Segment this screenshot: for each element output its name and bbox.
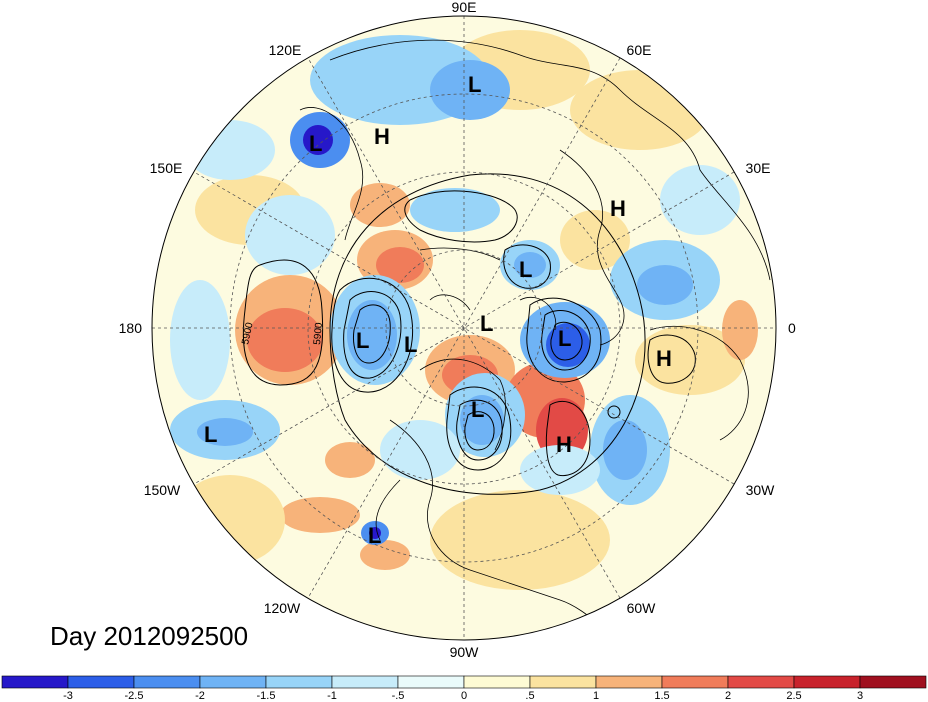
high-center: H: [656, 346, 672, 371]
colorbar-swatch: [463, 675, 531, 689]
colorbar-tick-label: .5: [525, 690, 534, 702]
colorbar-tick-label: -1.5: [257, 690, 276, 702]
low-center: L: [356, 328, 369, 353]
high-center: H: [374, 124, 390, 149]
colorbar-swatch: [529, 675, 597, 689]
colorbar-swatch: [397, 675, 465, 689]
longitude-label: 90E: [452, 0, 477, 15]
low-center: L: [309, 131, 322, 156]
low-center: L: [468, 72, 481, 97]
longitude-label: 180: [119, 320, 143, 336]
colorbar: -3 -2.5 -2 -1.5 -1 -.5 0 .5 1 1.5 2 2.5 3: [1, 675, 927, 702]
colorbar-swatch: [661, 675, 729, 689]
colorbar-tick-label: 1.5: [654, 690, 669, 702]
high-center: H: [610, 196, 626, 221]
longitude-label: 30E: [746, 160, 771, 176]
colorbar-tick-label: -.5: [392, 690, 405, 702]
longitude-label: 90W: [450, 644, 480, 660]
graticule: [152, 16, 776, 640]
cold-anomalies: [170, 35, 740, 545]
colorbar-tick-label: 1: [593, 690, 599, 702]
low-center: L: [558, 326, 571, 351]
colorbar-tick-label: 2: [725, 690, 731, 702]
colorbar-swatch: [199, 675, 267, 689]
colorbar-tick-label: 0: [461, 690, 467, 702]
colorbar-tick-label: -2.5: [125, 690, 144, 702]
longitude-label: 30W: [746, 482, 776, 498]
polar-map: [152, 16, 776, 640]
colorbar-swatch: [727, 675, 795, 689]
contour-label: 5900: [240, 321, 255, 345]
colorbar-tick-label: -3: [63, 690, 73, 702]
map-title: Day 2012092500: [50, 621, 248, 651]
longitude-labels: 90E 60E 30E 0 30W 60W 90W 120W 150W 180 …: [119, 0, 796, 660]
longitude-label: 60W: [627, 600, 657, 616]
colorbar-tick-label: 2.5: [786, 690, 801, 702]
high-center: H: [556, 432, 572, 457]
colorbar-swatch: [67, 675, 135, 689]
height-contours: [242, 173, 696, 495]
colorbar-tick-label: -1: [327, 690, 337, 702]
low-center: L: [368, 523, 381, 548]
contour-labels: 5900 5900: [240, 321, 325, 345]
low-center: L: [204, 422, 217, 447]
longitude-label: 120E: [269, 42, 302, 58]
low-center: L: [404, 332, 417, 357]
longitude-label: 60E: [627, 42, 652, 58]
colorbar-swatch: [793, 675, 861, 689]
low-center: L: [471, 397, 484, 422]
contour-label: 5900: [312, 322, 325, 346]
colorbar-swatch: [331, 675, 399, 689]
longitude-label: 150W: [144, 482, 181, 498]
pressure-centers: L L H H L L L L L H L H L L: [204, 72, 672, 548]
low-center: L: [519, 257, 532, 282]
longitude-label: 150E: [150, 160, 183, 176]
low-center: L: [480, 311, 493, 336]
colorbar-swatch: [133, 675, 201, 689]
colorbar-swatch: [859, 675, 927, 689]
colorbar-swatch: [595, 675, 663, 689]
longitude-label: 0: [788, 320, 796, 336]
colorbar-tick-label: 3: [857, 690, 863, 702]
colorbar-tick-label: -2: [195, 690, 205, 702]
colorbar-swatch: [1, 675, 69, 689]
longitude-label: 120W: [264, 600, 301, 616]
colorbar-swatch: [265, 675, 333, 689]
